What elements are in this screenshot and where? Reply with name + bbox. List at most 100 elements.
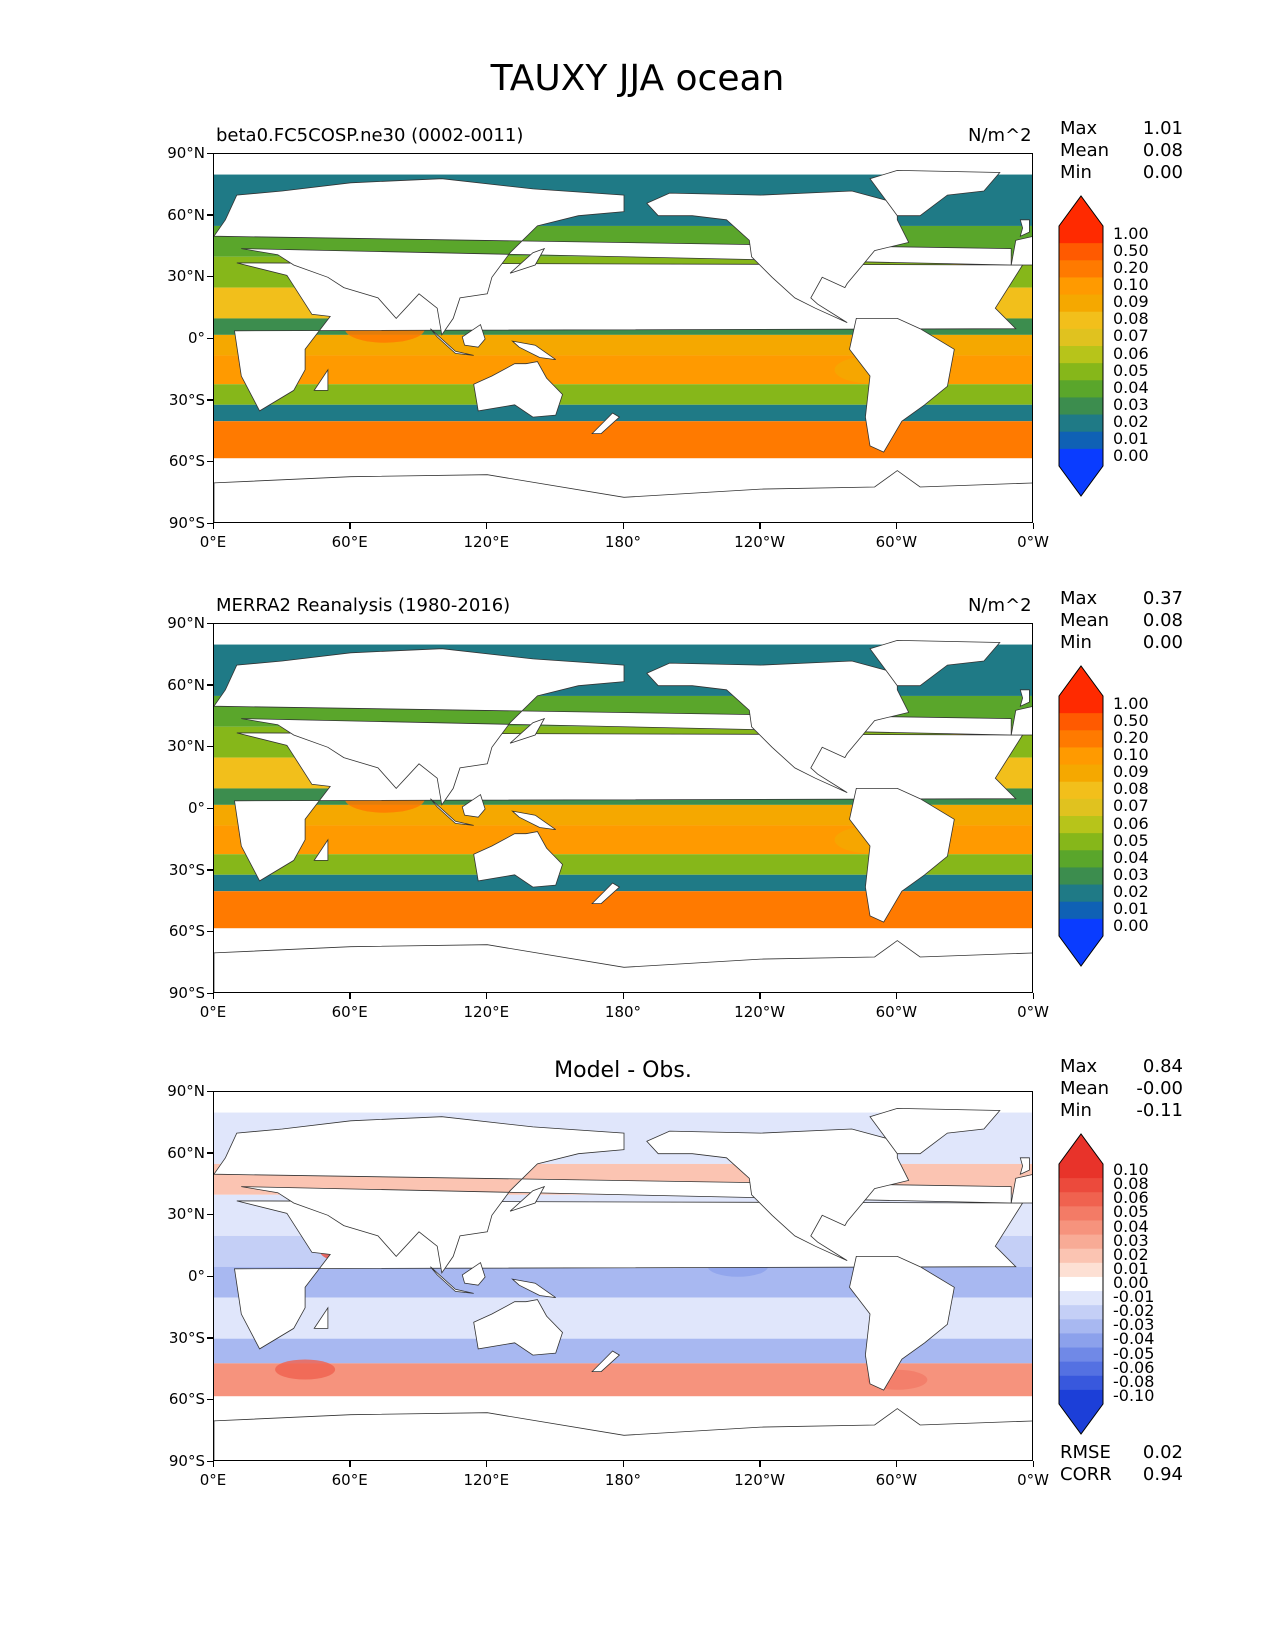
lat-tick <box>207 460 213 463</box>
colorbar-label: 0.05 <box>1113 830 1149 850</box>
figure-title: TAUXY JJA ocean <box>490 58 785 99</box>
colorbar-swatch <box>1059 1192 1103 1207</box>
lon-tick-label: 60°W <box>875 1003 918 1021</box>
field-band <box>214 384 1032 405</box>
lat-tick <box>207 745 213 748</box>
island-borneo <box>461 793 486 818</box>
colorbar-label: 0.06 <box>1113 343 1149 363</box>
colorbar-label: -0.06 <box>1113 1357 1155 1377</box>
continent-greenland <box>869 169 1001 217</box>
stat-mean-key: Mean <box>1060 610 1110 631</box>
island-japan <box>509 1185 546 1212</box>
colorbar-max-extend <box>1059 666 1103 696</box>
colorbar-swatch <box>1059 1164 1103 1179</box>
lon-tick-label: 0°E <box>199 533 227 551</box>
lon-tick-label: 60°E <box>331 533 368 551</box>
island-borneo <box>461 1261 486 1286</box>
lon-tick <box>759 1461 761 1467</box>
colorbar-label: 0.50 <box>1113 240 1149 260</box>
map-obs <box>213 623 1033 993</box>
colorbar-swatch <box>1059 277 1103 296</box>
colorbar-diff: 0.10 0.08 0.06 0.05 0.04 0.03 0.02 0.01 0.00 -0.0… <box>1057 1132 1167 1435</box>
colorbar-label: 0.09 <box>1113 292 1149 312</box>
colorbar-label: 0.05 <box>1113 1202 1149 1222</box>
colorbar-swatch <box>1059 363 1103 381</box>
colorbar-label: 1.00 <box>1113 223 1149 243</box>
colorbar-swatch <box>1059 764 1103 783</box>
colorbar-swatch <box>1059 1361 1103 1377</box>
colorbar-model: 1.00 0.50 0.20 0.10 0.09 0.08 0.07 0.06 0.05 0.04… <box>1057 194 1167 497</box>
lon-tick-label: 60°E <box>331 1003 368 1021</box>
island-japan <box>509 247 546 274</box>
lat-tick <box>207 1152 213 1154</box>
colorbar-swatch <box>1059 696 1103 714</box>
colorbar-swatch <box>1059 1220 1103 1236</box>
island-new-zealand <box>591 412 621 435</box>
colorbar-label: 0.20 <box>1113 257 1149 277</box>
lat-tick <box>207 684 213 686</box>
stat-mean-key: Mean <box>1060 140 1110 161</box>
lon-tick-label: 120°W <box>734 533 786 551</box>
colorbar-min-extend <box>1059 466 1103 496</box>
colorbar-swatch <box>1059 397 1103 416</box>
lat-tick-label: 0° <box>187 799 205 817</box>
lon-tick <box>349 523 351 529</box>
lon-tick-label: 120°W <box>734 1003 786 1021</box>
field-band <box>214 404 1032 422</box>
colorbar-swatch <box>1059 1234 1103 1250</box>
field-band <box>214 804 1032 826</box>
colorbar-swatch <box>1059 816 1103 834</box>
colorbar-swatch <box>1059 260 1103 278</box>
lon-tick <box>1032 1461 1034 1467</box>
island-uk <box>1019 689 1030 707</box>
continent-australia <box>473 361 563 418</box>
field-band <box>214 891 1032 929</box>
stat-min-key: Min <box>1060 162 1092 183</box>
lat-tick-label: 60°S <box>168 452 205 471</box>
lon-tick <box>759 993 761 999</box>
colorbar-swatch <box>1059 1389 1103 1405</box>
continent-greenland <box>869 639 1001 687</box>
lon-tick <box>1032 523 1034 529</box>
lat-tick-label: 60°S <box>168 1390 205 1409</box>
colorbar-swatch <box>1059 781 1103 800</box>
colorbar-swatch <box>1059 226 1103 244</box>
colorbar-swatch <box>1059 833 1103 851</box>
lat-tick <box>207 275 213 278</box>
colorbar-min-extend <box>1059 1404 1103 1434</box>
lat-tick <box>207 1275 213 1277</box>
lat-tick-label: 30°N <box>167 267 205 286</box>
colorbar-swatch <box>1059 1291 1103 1306</box>
stat-min-value: 0.00 <box>1142 162 1183 183</box>
colorbar-label: 0.02 <box>1113 412 1149 432</box>
lon-tick <box>485 993 488 999</box>
colorbar-label: 0.10 <box>1113 1160 1149 1180</box>
continent-south-america <box>849 1255 955 1391</box>
colorbar-swatch <box>1059 243 1103 261</box>
colorbar-swatch <box>1059 1262 1103 1278</box>
stat-mean-value: 0.08 <box>1142 140 1183 161</box>
stat-max-value: 0.84 <box>1142 1056 1183 1077</box>
lat-tick-label: 60°S <box>168 922 205 941</box>
lat-tick-label: 60°N <box>167 1143 205 1162</box>
island-japan <box>509 717 546 744</box>
colorbar-swatch <box>1059 1178 1103 1193</box>
colorbar-label: 0.07 <box>1113 796 1149 816</box>
lat-tick <box>207 1460 213 1462</box>
colorbar-min-extend <box>1059 936 1103 966</box>
lon-tick <box>622 993 624 999</box>
colorbar-label: 0.04 <box>1113 377 1149 397</box>
colorbar-swatch <box>1059 431 1103 450</box>
lon-tick <box>759 523 761 529</box>
stat-mean-value: -0.00 <box>1136 1078 1183 1099</box>
lat-tick <box>207 1337 213 1339</box>
colorbar-label: 1.00 <box>1113 693 1149 713</box>
land-masses <box>214 639 1032 992</box>
colorbar-swatch <box>1059 380 1103 398</box>
colorbar-swatch <box>1059 798 1103 817</box>
lon-tick <box>1032 993 1034 999</box>
island-new-zealand <box>591 1350 621 1373</box>
stat-min-value: 0.00 <box>1142 632 1183 653</box>
island-new-guinea <box>511 1278 556 1298</box>
lat-tick <box>207 807 213 809</box>
